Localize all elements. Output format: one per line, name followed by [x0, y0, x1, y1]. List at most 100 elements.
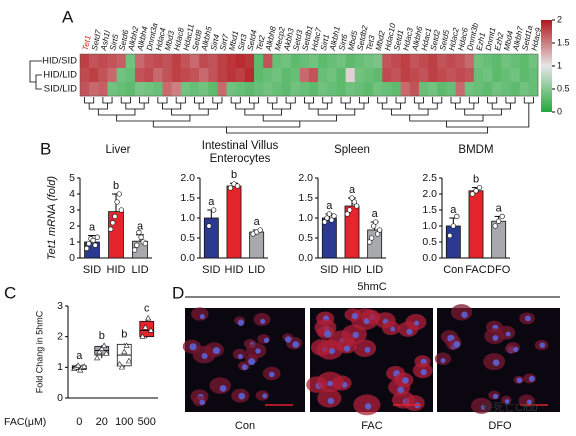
- significance-letter: a: [372, 208, 379, 220]
- heat-cell: [89, 82, 99, 97]
- heat-cell: [189, 54, 200, 69]
- heat-cell: [382, 54, 392, 69]
- nucleus: [363, 318, 370, 325]
- dendrogram: [523, 97, 534, 104]
- heat-cell: [510, 82, 520, 97]
- data-point: [118, 207, 124, 213]
- heat-cell: [345, 68, 356, 83]
- nucleus: [364, 403, 372, 410]
- heat-cell: [80, 54, 90, 69]
- heat-cell: [446, 54, 456, 69]
- heat-cell: [345, 82, 356, 97]
- data-point: [373, 219, 379, 225]
- heat-cell: [510, 54, 520, 69]
- data-point: [321, 219, 328, 225]
- significance-letter: b: [231, 169, 237, 181]
- heat-cell: [336, 82, 346, 97]
- nucleus: [526, 399, 532, 405]
- heat-cell: [263, 68, 273, 83]
- bar: [445, 225, 461, 259]
- significance-letter: b: [121, 328, 127, 340]
- data-point: [123, 342, 130, 348]
- nucleus: [513, 346, 519, 352]
- heat-cell: [528, 54, 539, 69]
- column-label: Sirt4: [209, 33, 221, 51]
- heat-cell: [208, 54, 218, 69]
- heat-cell: [263, 54, 273, 69]
- data-point: [351, 199, 357, 205]
- heat-cell: [125, 82, 136, 97]
- y-tick-label: 2.5: [422, 172, 437, 184]
- nucleus: [285, 336, 292, 343]
- data-point: [118, 363, 126, 370]
- y-tick-label: 0.0: [180, 252, 195, 264]
- image-label: Con: [235, 420, 255, 432]
- nucleus: [328, 348, 336, 355]
- column-label: Setd2: [429, 29, 442, 52]
- heat-cell: [354, 68, 365, 83]
- panel-label: C: [4, 283, 16, 302]
- panel-label: A: [62, 7, 74, 26]
- dendrogram: [308, 103, 328, 110]
- data-point: [103, 350, 110, 356]
- heat-cell: [455, 68, 466, 83]
- nucleus: [352, 331, 359, 339]
- dendrogram: [491, 103, 511, 110]
- column-label: Sirt6: [337, 33, 349, 51]
- nucleus: [189, 343, 197, 351]
- data-point: [369, 235, 375, 241]
- data-point: [110, 220, 116, 226]
- column-label: Tet2: [255, 34, 267, 51]
- significance-letter: a: [208, 196, 215, 208]
- data-point: [476, 184, 483, 191]
- dendrogram: [262, 115, 337, 122]
- column-label: Ash1l: [99, 30, 112, 53]
- heat-cell: [134, 82, 145, 97]
- data-point: [142, 324, 149, 330]
- data-point: [94, 234, 100, 240]
- heat-cell: [492, 82, 502, 97]
- dendrogram: [418, 103, 438, 110]
- heat-cell: [473, 54, 484, 69]
- cell-body: [353, 339, 377, 357]
- nucleus: [219, 384, 227, 392]
- x-axis-label: FAC(μM): [4, 416, 46, 428]
- data-point: [211, 207, 217, 213]
- significance-letter: b: [99, 330, 105, 342]
- heat-cell: [107, 54, 117, 69]
- heat-cell: [89, 54, 99, 69]
- dendrogram: [249, 97, 260, 104]
- nucleus: [440, 358, 446, 364]
- heat-cell: [483, 82, 493, 97]
- dendrogram: [345, 103, 365, 110]
- heat-cell: [244, 54, 255, 69]
- column-label: Setd6: [117, 29, 130, 52]
- y-tick-label: 1.0: [180, 212, 195, 224]
- chart-title: Spleen: [334, 144, 370, 156]
- heat-cell: [98, 82, 108, 97]
- heat-cell: [162, 54, 172, 69]
- heat-cell: [391, 82, 401, 97]
- dendrogram: [450, 97, 461, 104]
- chart-title: Liver: [106, 144, 131, 156]
- heat-cell: [272, 82, 282, 97]
- heat-cell: [281, 82, 291, 97]
- data-point: [354, 203, 360, 209]
- x-tick-label: DFO: [487, 264, 511, 276]
- heat-cell: [309, 54, 319, 69]
- x-tick-label: 20: [96, 416, 108, 428]
- heat-cell: [309, 68, 319, 83]
- heat-cell: [345, 54, 356, 69]
- nucleus: [238, 392, 246, 400]
- heat-cell: [290, 68, 301, 83]
- significance-letter: a: [89, 222, 96, 234]
- heat-cell: [519, 54, 530, 69]
- heat-cell: [354, 54, 365, 69]
- nucleus: [539, 342, 546, 349]
- data-point: [116, 360, 123, 367]
- colorbar-label: 1.5: [557, 37, 570, 47]
- heat-cell: [89, 68, 99, 83]
- significance-letter: a: [496, 202, 503, 214]
- heat-cell: [528, 82, 539, 97]
- x-tick-label: Con: [443, 264, 463, 276]
